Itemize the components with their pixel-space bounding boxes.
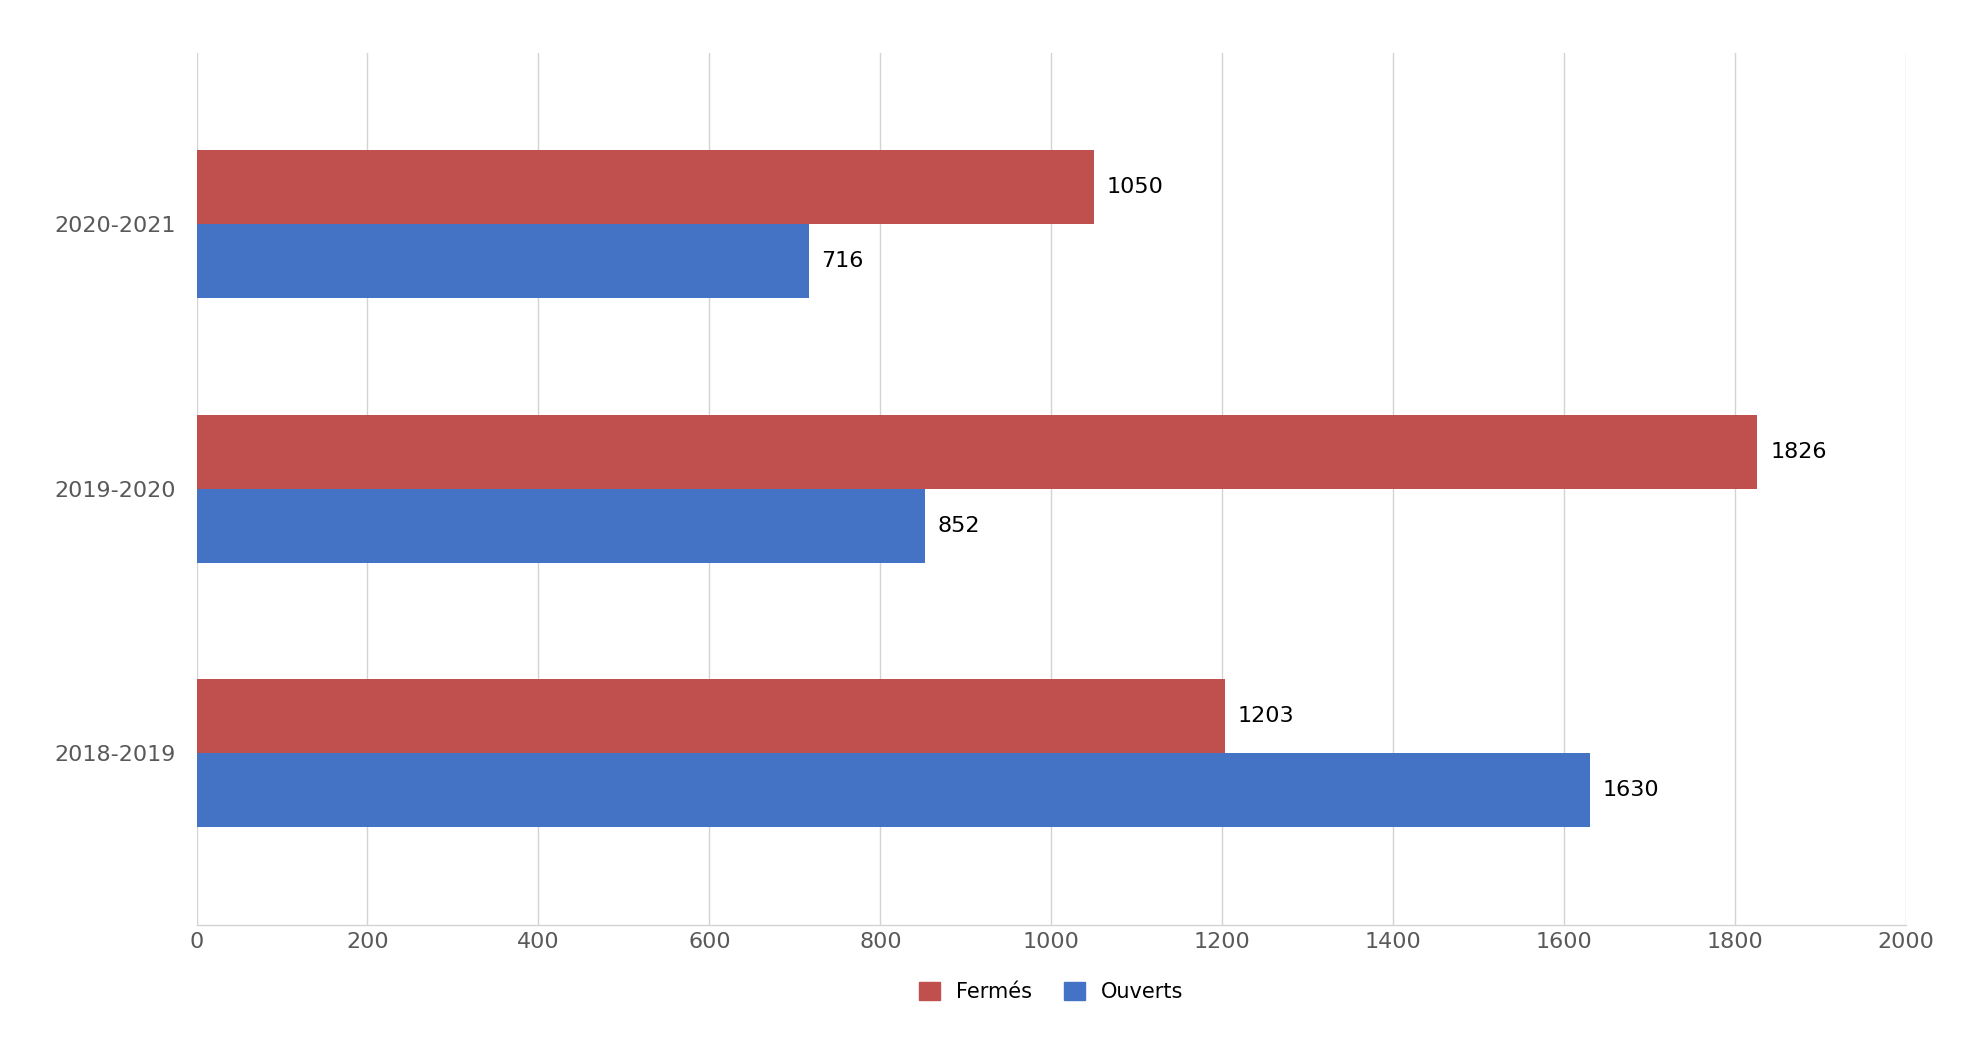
- Bar: [196, 150, 1094, 224]
- Text: 1630: 1630: [1603, 780, 1658, 800]
- Text: 1050: 1050: [1106, 178, 1163, 198]
- Bar: [196, 224, 807, 298]
- Bar: [196, 754, 1589, 827]
- Bar: [196, 415, 1756, 489]
- Legend: Fermés, Ouverts: Fermés, Ouverts: [909, 973, 1192, 1010]
- Text: 852: 852: [937, 516, 980, 536]
- Text: 1203: 1203: [1237, 706, 1294, 726]
- Bar: [196, 489, 925, 562]
- Text: 1826: 1826: [1770, 441, 1827, 461]
- Text: 716: 716: [821, 251, 864, 271]
- Bar: [196, 679, 1224, 754]
